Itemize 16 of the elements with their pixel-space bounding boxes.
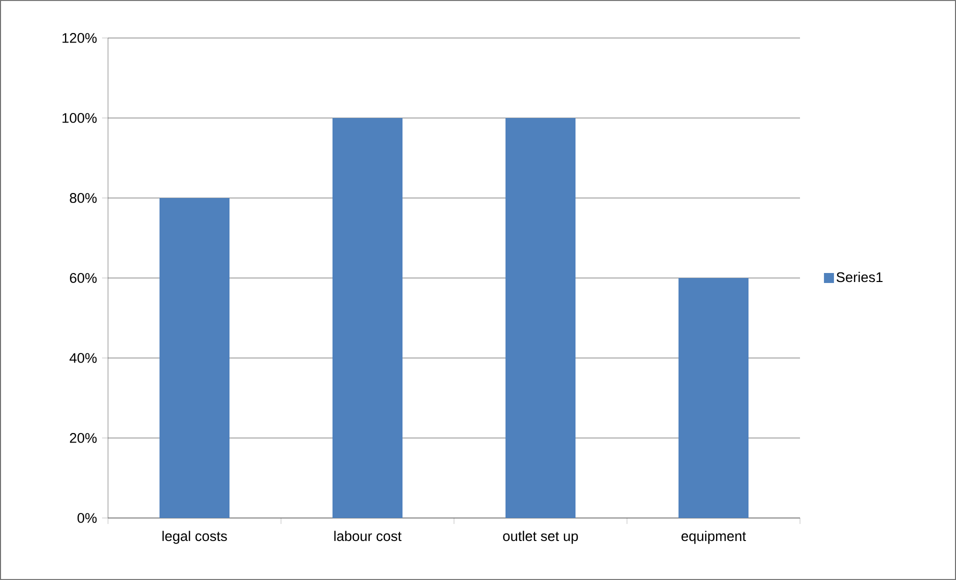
x-tick-label: equipment	[682, 530, 746, 544]
bar	[678, 278, 749, 518]
y-tick-label: 120%	[62, 33, 97, 43]
x-tick-label: legal costs	[162, 530, 227, 544]
y-tick-label: 40%	[70, 353, 97, 363]
x-tick-label: labour cost	[334, 530, 402, 542]
y-tick-label: 80%	[70, 193, 97, 203]
legend-label: Series1	[836, 272, 883, 282]
bar	[160, 198, 230, 518]
x-tick-label: outlet set up	[503, 530, 578, 544]
y-tick-label: 0%	[78, 513, 97, 523]
bar	[332, 118, 403, 518]
y-tick-label: 100%	[62, 113, 97, 123]
y-tick-label: 60%	[70, 273, 97, 283]
bar	[506, 118, 576, 518]
y-tick-label: 20%	[70, 433, 97, 443]
